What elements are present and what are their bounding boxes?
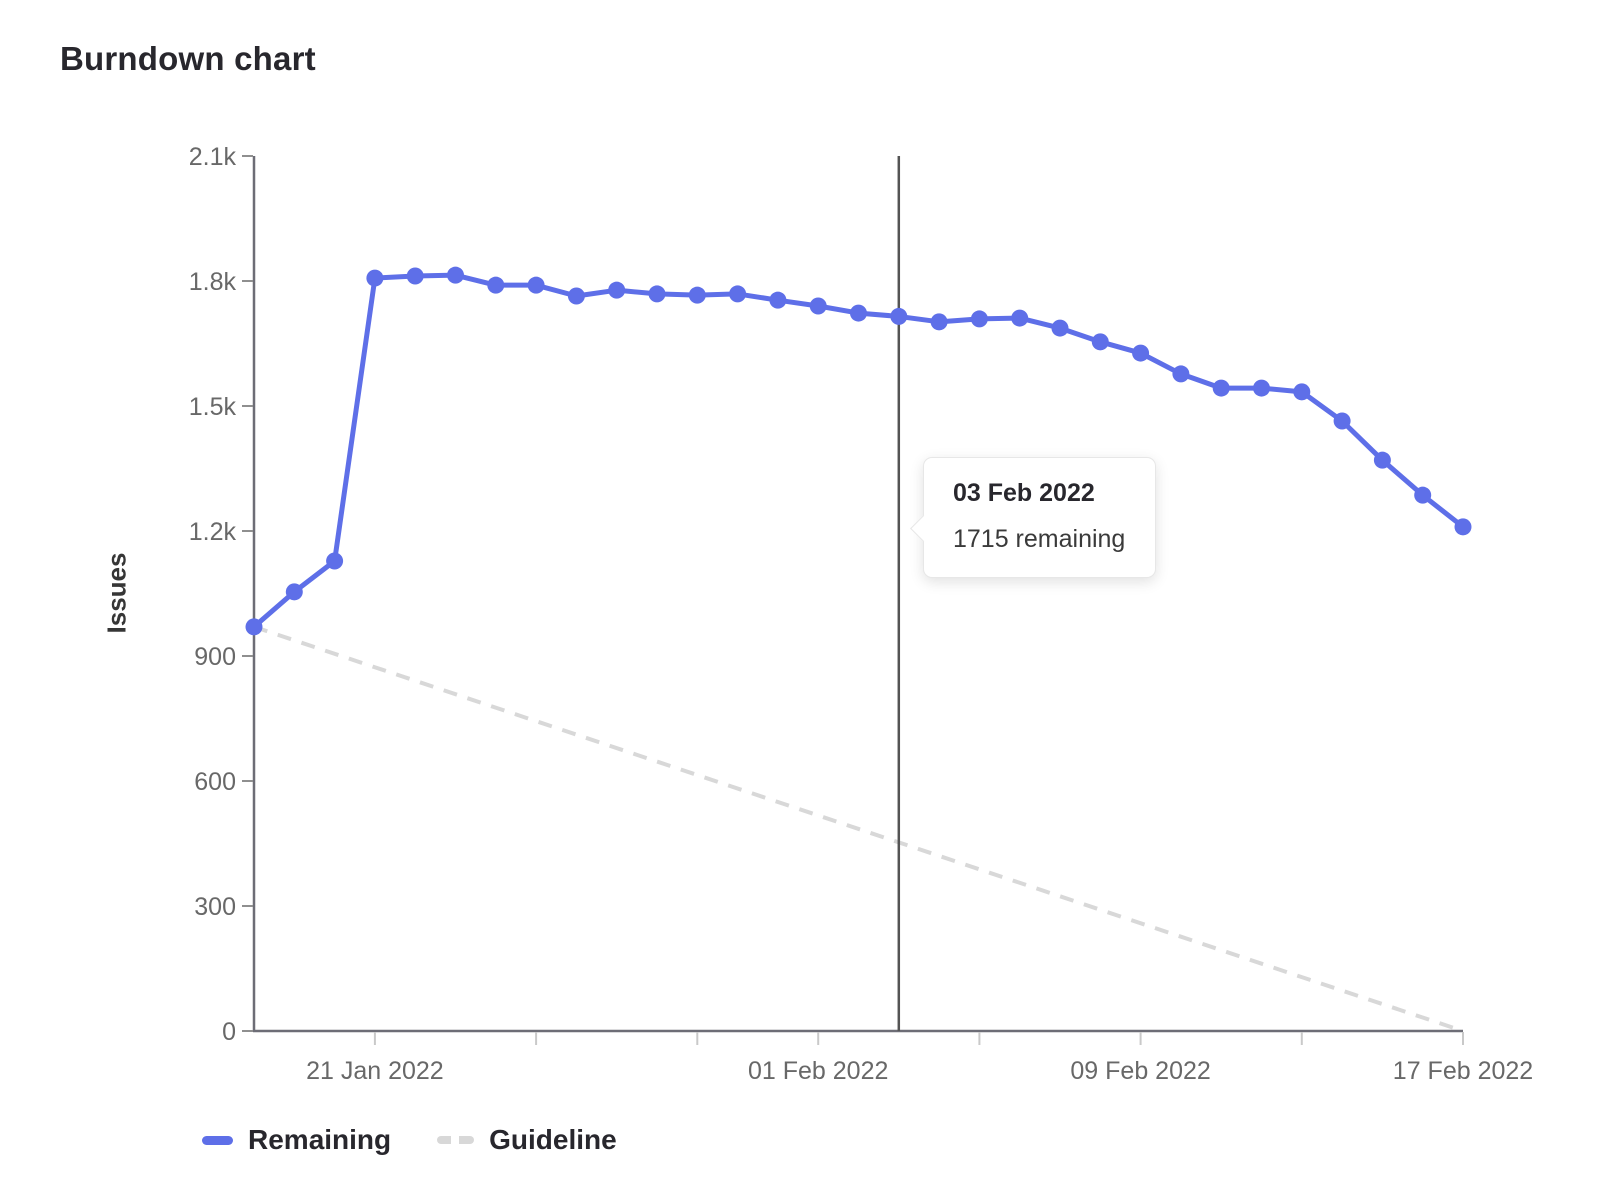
legend-item-guideline[interactable]: Guideline	[437, 1124, 617, 1156]
legend-label-guideline: Guideline	[489, 1124, 617, 1155]
chart-tooltip: 03 Feb 2022 1715 remaining	[910, 457, 1157, 578]
data-point[interactable]	[970, 310, 988, 328]
data-point[interactable]	[1172, 365, 1190, 383]
data-point[interactable]	[487, 276, 505, 294]
tooltip-value: 1715 remaining	[953, 525, 1126, 553]
legend-label-remaining: Remaining	[248, 1124, 392, 1155]
tooltip-date: 03 Feb 2022	[953, 479, 1095, 507]
y-axis-title: Issues	[101, 552, 132, 634]
y-tick-label: 0	[222, 1018, 236, 1046]
x-tick-label: 01 Feb 2022	[748, 1057, 888, 1085]
y-tick-label: 1.5k	[189, 393, 237, 421]
data-point[interactable]	[608, 281, 626, 299]
remaining-line-swatch-icon	[202, 1135, 233, 1145]
data-point[interactable]	[809, 297, 827, 315]
data-point[interactable]	[527, 276, 545, 294]
x-tick-label: 21 Jan 2022	[306, 1057, 444, 1085]
data-point[interactable]	[890, 307, 908, 325]
data-point[interactable]	[769, 291, 787, 309]
legend-item-remaining[interactable]: Remaining	[202, 1124, 391, 1156]
guideline-line	[253, 624, 1464, 1033]
data-point[interactable]	[326, 552, 344, 570]
data-point[interactable]	[245, 618, 263, 636]
y-tick-label: 1.8k	[189, 268, 237, 296]
data-point[interactable]	[729, 285, 747, 303]
data-point[interactable]	[648, 285, 666, 303]
data-point[interactable]	[1051, 319, 1069, 337]
data-point[interactable]	[366, 269, 384, 287]
data-point[interactable]	[1333, 412, 1351, 430]
data-point[interactable]	[567, 287, 585, 305]
y-tick-label: 1.2k	[189, 518, 237, 546]
data-point[interactable]	[1212, 379, 1230, 397]
x-tick-label: 09 Feb 2022	[1070, 1057, 1210, 1085]
data-point[interactable]	[1132, 344, 1150, 362]
data-point[interactable]	[930, 313, 948, 331]
data-point[interactable]	[1293, 383, 1311, 401]
chart-legend: Remaining Guideline	[202, 1124, 617, 1156]
data-point[interactable]	[285, 583, 303, 601]
data-point[interactable]	[406, 267, 424, 285]
data-point[interactable]	[1091, 333, 1109, 351]
data-point[interactable]	[688, 286, 706, 304]
data-point[interactable]	[1454, 518, 1472, 536]
page-title: Burndown chart	[60, 40, 316, 77]
data-point[interactable]	[1011, 309, 1029, 327]
y-tick-label: 900	[194, 643, 236, 671]
data-point[interactable]	[850, 304, 867, 322]
y-tick-label: 300	[194, 893, 236, 921]
data-point[interactable]	[447, 266, 464, 284]
y-tick-label: 2.1k	[189, 143, 237, 171]
data-point[interactable]	[1414, 486, 1432, 504]
y-tick-label: 600	[194, 768, 236, 796]
data-point[interactable]	[1253, 379, 1270, 397]
data-point[interactable]	[1373, 451, 1391, 469]
guideline-dash-swatch-icon	[437, 1136, 475, 1144]
x-tick-label: 17 Feb 2022	[1393, 1057, 1533, 1085]
remaining-line	[251, 272, 1466, 630]
